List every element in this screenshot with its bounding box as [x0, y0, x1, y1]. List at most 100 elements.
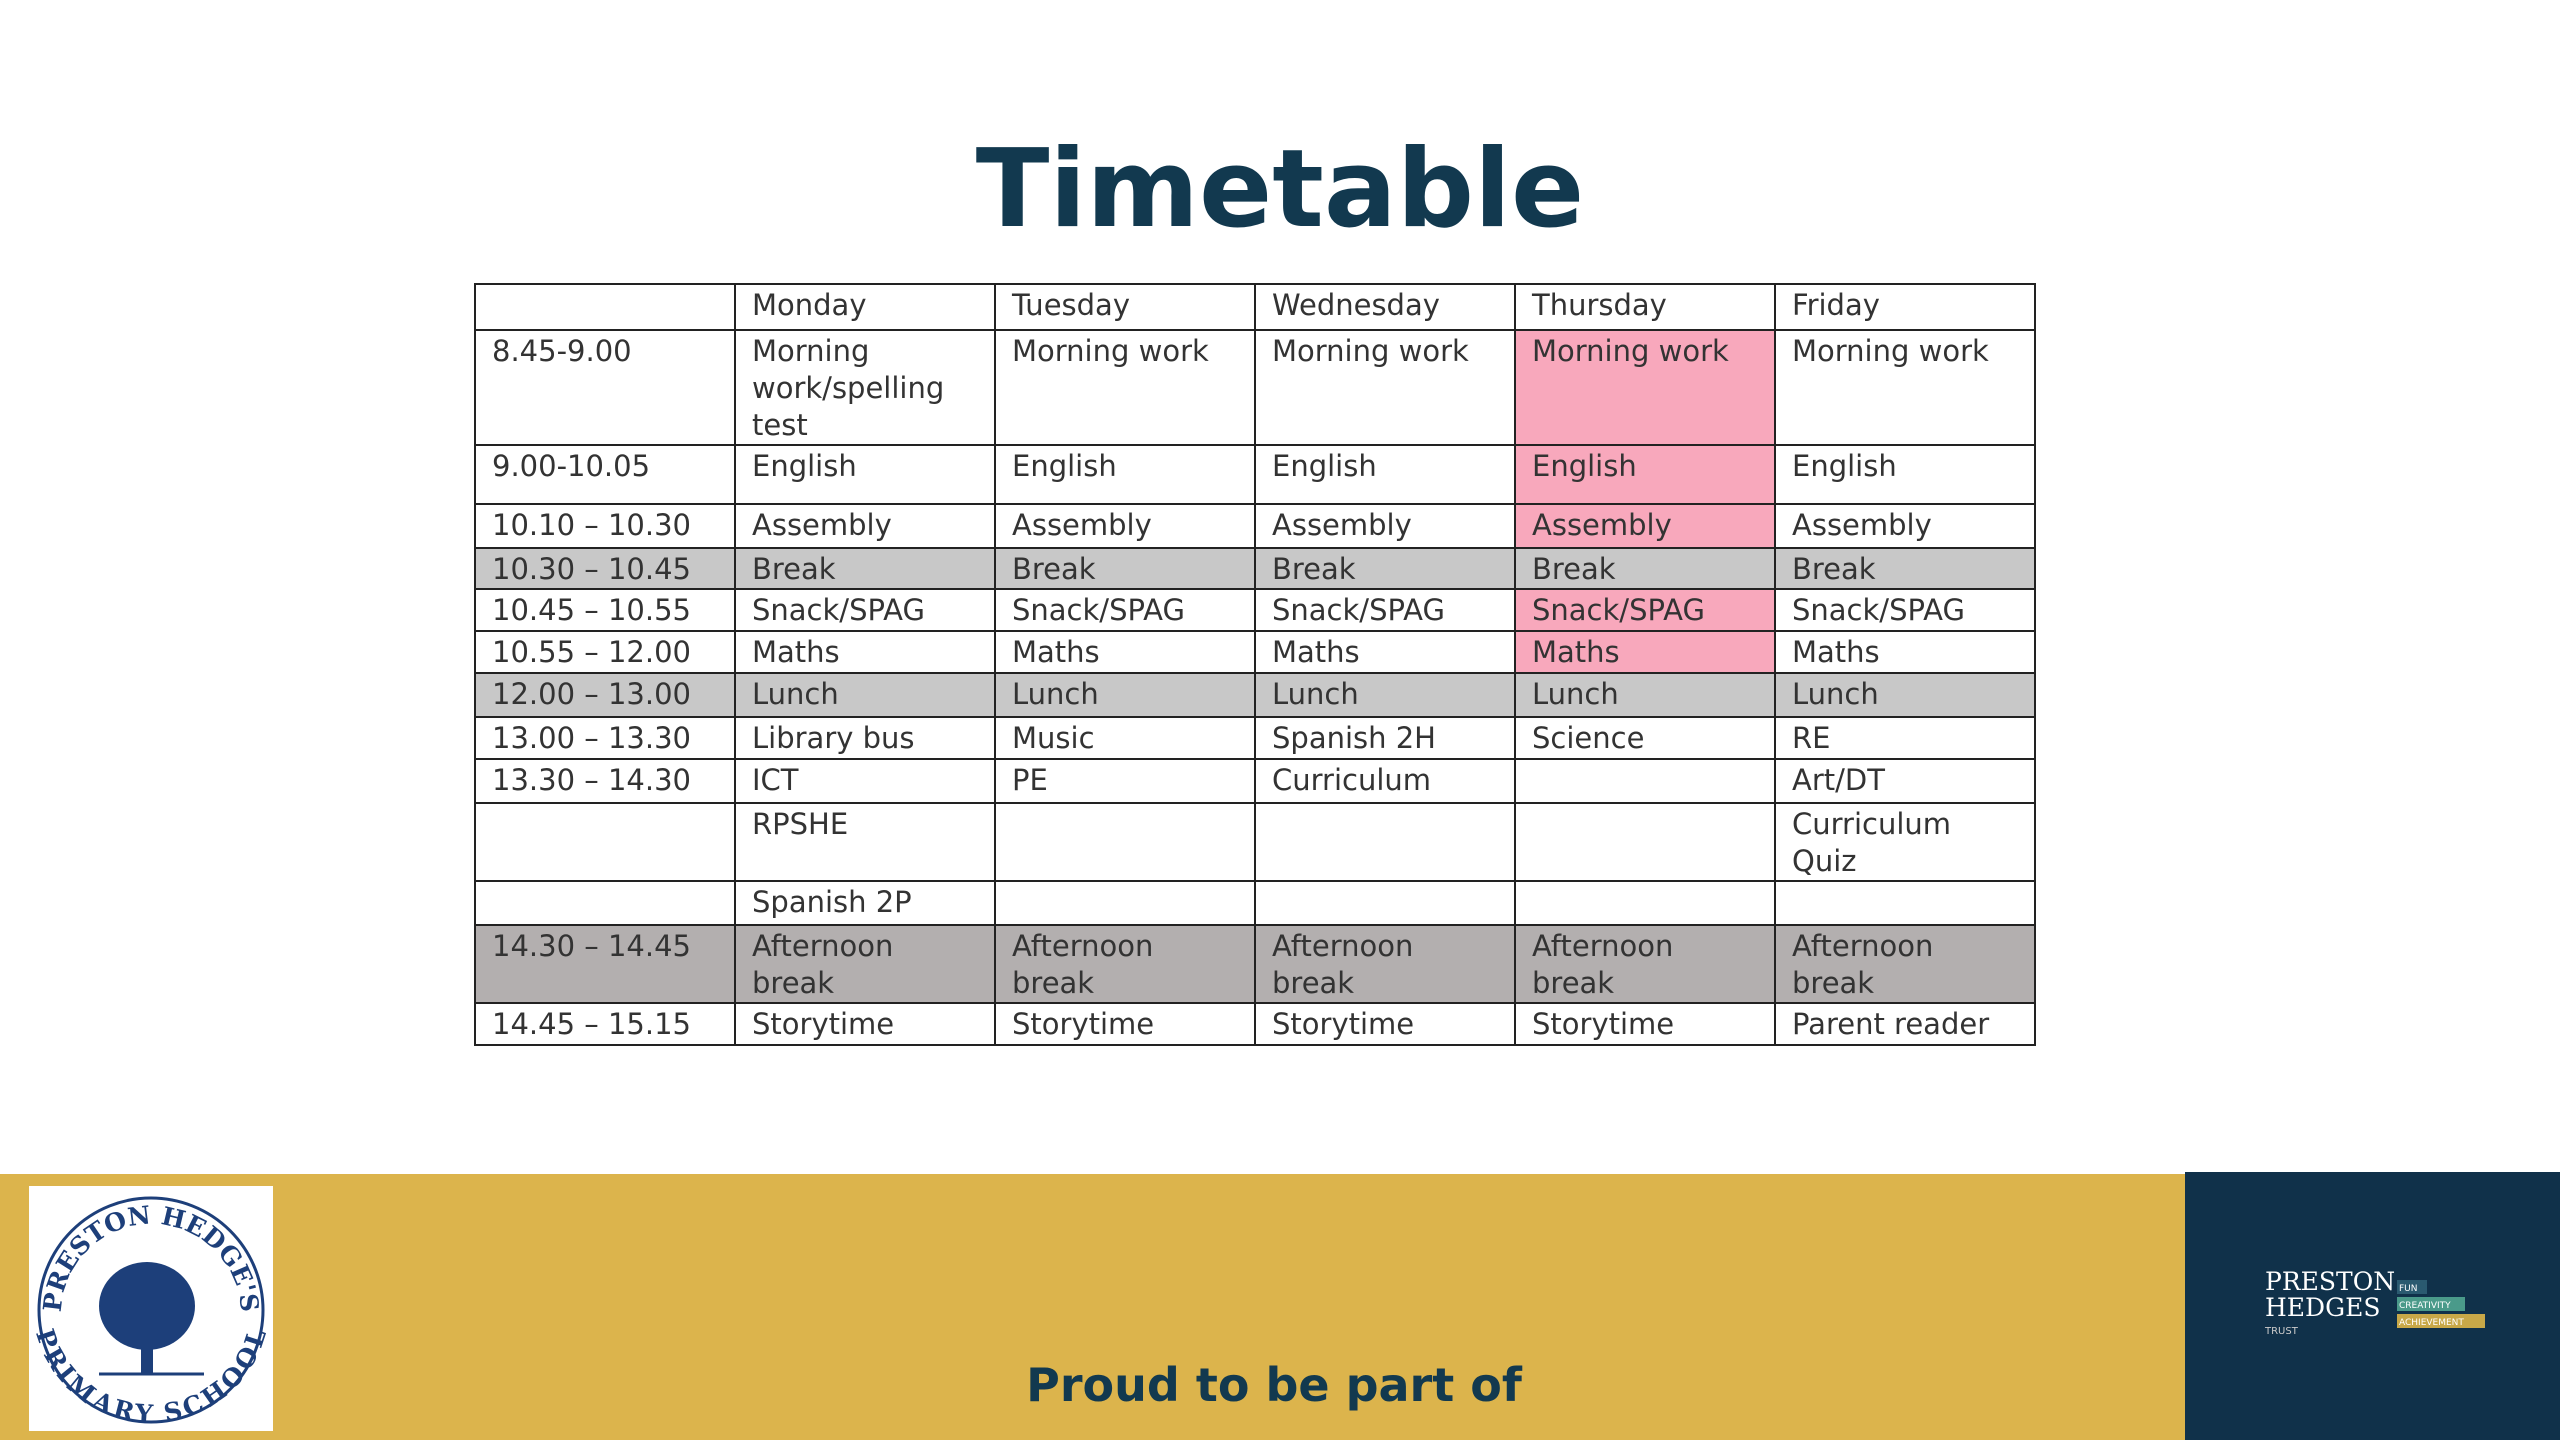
table-cell: Maths	[1514, 630, 1776, 674]
table-row: RPSHE Curriculum Quiz	[474, 802, 2036, 882]
table-cell: Maths	[1254, 630, 1516, 674]
tag-bg	[2397, 1297, 2465, 1311]
table-row: 8.45-9.00 Morning work/spelling test Morni…	[474, 329, 2036, 446]
school-logo: PRESTON HEDGE'S PRIMARY SCHOOL	[29, 1186, 273, 1431]
table-row: 10.30 – 10.45 Break Break Break Break Break	[474, 547, 2036, 590]
table-row: 14.30 – 14.45 Afternoon break Afternoon br…	[474, 924, 2036, 1004]
table-cell: Spanish 2P	[734, 880, 996, 926]
crest-ring	[37, 1196, 265, 1424]
table-cell: 14.30 – 14.45	[474, 924, 736, 1004]
tag: CREATIVITY	[2399, 1301, 2451, 1311]
tag-bg	[2397, 1280, 2427, 1294]
table-cell: Curriculum Quiz	[1774, 802, 2036, 882]
table-row: 10.10 – 10.30 Assembly Assembly Assembly Ass…	[474, 503, 2036, 549]
table-cell: RPSHE	[734, 802, 996, 882]
table-cell	[994, 802, 1256, 882]
table-cell: Music	[994, 716, 1256, 760]
table-cell: Assembly	[1254, 503, 1516, 549]
table-cell: Lunch	[994, 672, 1256, 718]
table-row: 10.55 – 12.00 Maths Maths Maths Maths Maths	[474, 630, 2036, 674]
table-cell: English	[994, 444, 1256, 505]
table-cell: Morning work/spelling test	[734, 329, 996, 446]
table-cell: Curriculum	[1254, 758, 1516, 804]
table-cell: English	[1254, 444, 1516, 505]
table-cell: 12.00 – 13.00	[474, 672, 736, 718]
trust-sub: TRUST	[2264, 1326, 2299, 1337]
table-cell	[1514, 758, 1776, 804]
table-cell: Morning work	[1514, 329, 1776, 446]
school-crest: PRESTON HEDGE'S PRIMARY SCHOOL	[30, 1196, 272, 1429]
table-cell: Maths	[1774, 630, 2036, 674]
table-cell	[1254, 880, 1516, 926]
table-cell: English	[1514, 444, 1776, 505]
footer-band	[0, 1174, 2185, 1440]
table-cell	[474, 802, 736, 882]
table-cell: 8.45-9.00	[474, 329, 736, 446]
table-cell: Assembly	[994, 503, 1256, 549]
table-cell: English	[1774, 444, 2036, 505]
table-cell: Storytime	[994, 1002, 1256, 1046]
trust-name: HEDGES	[2265, 1293, 2380, 1322]
table-cell: 13.30 – 14.30	[474, 758, 736, 804]
table-cell: Lunch	[1254, 672, 1516, 718]
table-cell	[1514, 802, 1776, 882]
table-row: Spanish 2P	[474, 880, 2036, 926]
table-cell: Morning work	[994, 329, 1256, 446]
table-row: 14.45 – 15.15 Storytime Storytime Storytime…	[474, 1002, 2036, 1046]
table-cell: Snack/SPAG	[734, 588, 996, 632]
table-cell: 10.45 – 10.55	[474, 588, 736, 632]
table-cell: Library bus	[734, 716, 996, 760]
table-cell: 9.00-10.05	[474, 444, 736, 505]
table-cell: Lunch	[1514, 672, 1776, 718]
table-cell: Tuesday	[994, 283, 1256, 331]
table-cell: Assembly	[1514, 503, 1776, 549]
table-cell: 10.10 – 10.30	[474, 503, 736, 549]
table-cell: Parent reader	[1774, 1002, 2036, 1046]
table-cell: Break	[734, 547, 996, 590]
tree-trunk	[141, 1336, 153, 1374]
trust-panel: PRESTON HEDGES TRUST FUN CREATIVITY ACHI…	[2185, 1172, 2560, 1440]
table-cell: Lunch	[734, 672, 996, 718]
table-cell: Storytime	[1514, 1002, 1776, 1046]
table-row: 10.45 – 10.55 Snack/SPAG Snack/SPAG Snack/S…	[474, 588, 2036, 632]
tag: FUN	[2399, 1284, 2418, 1294]
table-cell: Morning work	[1254, 329, 1516, 446]
table-row: Monday Tuesday Wednesday Thursday Friday	[474, 283, 2036, 331]
table-cell: Lunch	[1774, 672, 2036, 718]
table-cell: Snack/SPAG	[1774, 588, 2036, 632]
table-row: 13.00 – 13.30 Library bus Music Spanish 2H S…	[474, 716, 2036, 760]
table-cell: 14.45 – 15.15	[474, 1002, 736, 1046]
footer-text: Proud to be part of	[1026, 1358, 1522, 1412]
table-row: 9.00-10.05 English English English English En…	[474, 444, 2036, 505]
table-cell: Afternoon break	[994, 924, 1256, 1004]
tag-bg	[2397, 1314, 2485, 1328]
table-cell	[1514, 880, 1776, 926]
table-cell: Afternoon break	[1514, 924, 1776, 1004]
table-cell: PE	[994, 758, 1256, 804]
table-cell: RE	[1774, 716, 2036, 760]
table-row: 12.00 – 13.00 Lunch Lunch Lunch Lunch Lunch	[474, 672, 2036, 718]
trust-logo: PRESTON HEDGES TRUST FUN CREATIVITY ACHI…	[2264, 1267, 2485, 1337]
tree	[99, 1262, 195, 1350]
table-cell: Afternoon break	[1254, 924, 1516, 1004]
table-cell: Assembly	[734, 503, 996, 549]
table-cell: Afternoon break	[1774, 924, 2036, 1004]
table-cell: Science	[1514, 716, 1776, 760]
table-cell: Monday	[734, 283, 996, 331]
table-cell: Snack/SPAG	[994, 588, 1256, 632]
table-cell: Maths	[734, 630, 996, 674]
table-cell	[1774, 880, 2036, 926]
table-cell: Storytime	[734, 1002, 996, 1046]
table-cell: Maths	[994, 630, 1256, 674]
table-cell: Spanish 2H	[1254, 716, 1516, 760]
table-cell: Thursday	[1514, 283, 1776, 331]
table-cell: Friday	[1774, 283, 2036, 331]
table-cell: Storytime	[1254, 1002, 1516, 1046]
table-cell	[994, 880, 1256, 926]
table-cell: Assembly	[1774, 503, 2036, 549]
table-cell: Break	[1254, 547, 1516, 590]
table-cell: Break	[1514, 547, 1776, 590]
table-cell: ICT	[734, 758, 996, 804]
table-cell: 10.55 – 12.00	[474, 630, 736, 674]
